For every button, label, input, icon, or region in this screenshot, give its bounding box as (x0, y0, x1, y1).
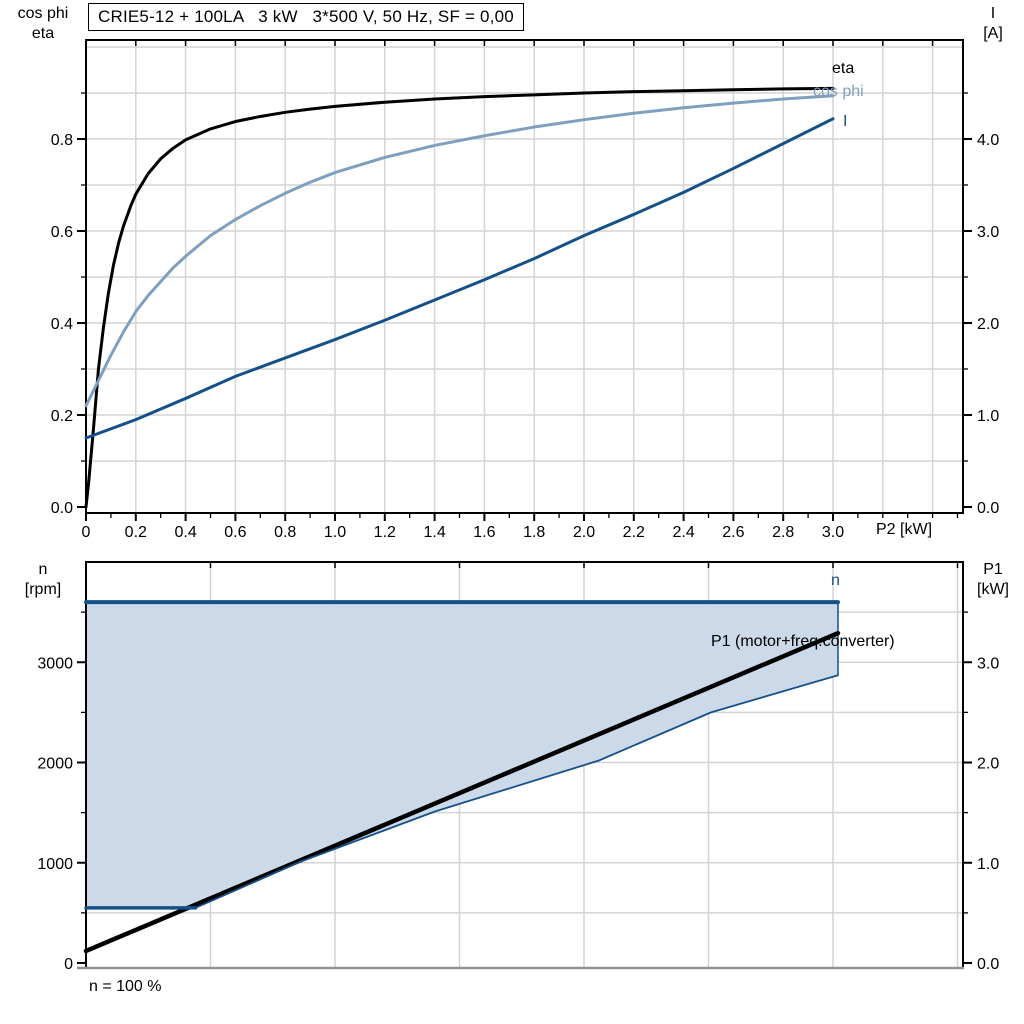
x-tick-label: 1.2 (374, 524, 396, 541)
p1-curve-label: P1 (motor+freq.converter) (711, 633, 895, 650)
y-right-tick-label: 3.0 (977, 655, 999, 672)
x-tick-label: 1.6 (473, 524, 495, 541)
cos-phi-axis-label: cos phi (17, 5, 69, 22)
x-axis-label: P2 [kW] (876, 521, 933, 538)
speed-curve-label: n (831, 572, 840, 589)
y-right-tick-label: 2.0 (977, 756, 999, 773)
speed-axis-label: n (38, 561, 48, 578)
x-tick-label: 2.4 (672, 524, 694, 541)
x-tick-label: 0.8 (274, 524, 296, 541)
x-tick-label: 1.8 (523, 524, 545, 541)
x-tick-label: 0.6 (224, 524, 246, 541)
y-right-tick-label: 0.0 (977, 500, 999, 517)
speed-unit-label: [rpm] (24, 581, 62, 598)
x-tick-label: 2.2 (623, 524, 645, 541)
y-left-tick-label: 0.8 (51, 132, 73, 149)
curve-current-I (84, 117, 835, 440)
y-right-tick-label: 1.0 (977, 408, 999, 425)
x-tick-label: 1.0 (324, 524, 346, 541)
curve-p1-lower-bound (194, 674, 839, 909)
top-left-axis-label: cos phi eta (0, 4, 86, 44)
curve-p1-total (83, 630, 841, 954)
y-left-tick-label: 0 (64, 956, 73, 973)
current-unit-label: [A] (983, 25, 1003, 42)
y-left-tick-label: 3000 (37, 655, 73, 672)
y-left-tick-label: 0.2 (51, 408, 73, 425)
operating-range-area (86, 602, 838, 908)
x-tick-label: 2.0 (573, 524, 595, 541)
x-tick-label: 2.6 (722, 524, 744, 541)
curve-eta (84, 86, 835, 509)
y-right-tick-label: 4.0 (977, 132, 999, 149)
current-curve-label: I (843, 113, 848, 130)
eta-curve-label: eta (832, 60, 855, 77)
x-tick-label: 1.4 (423, 524, 445, 541)
current-axis-label: I (990, 5, 996, 22)
x-tick-label: 0 (82, 524, 91, 541)
bottom-right-axis-label: P1 [kW] (963, 560, 1023, 600)
y-left-tick-label: 0.6 (51, 224, 73, 241)
cos-phi-curve-label: cos phi (813, 83, 864, 100)
bottom-left-axis-label: n [rpm] (0, 560, 86, 600)
x-tick-label: 0.4 (174, 524, 196, 541)
curve-cos-phi (84, 94, 835, 408)
y-left-tick-label: 1000 (37, 856, 73, 873)
x-tick-label: 3.0 (822, 524, 844, 541)
speed-percent-note: n = 100 % (89, 978, 162, 995)
y-right-tick-label: 1.0 (977, 856, 999, 873)
p1-unit-label: [kW] (977, 581, 1009, 598)
y-right-tick-label: 3.0 (977, 224, 999, 241)
eta-axis-label: eta (31, 25, 55, 42)
x-tick-label: 2.8 (772, 524, 794, 541)
y-left-tick-label: 0.0 (51, 500, 73, 517)
chart-title: CRIE5-12 + 100LA 3 kW 3*500 V, 50 Hz, SF… (88, 3, 524, 31)
x-tick-label: 0.2 (125, 524, 147, 541)
y-left-tick-label: 2000 (37, 756, 73, 773)
y-left-tick-label: 0.4 (51, 316, 73, 333)
y-right-tick-label: 0.0 (977, 956, 999, 973)
top-right-axis-label: I [A] (963, 4, 1023, 44)
p1-axis-label: P1 (983, 561, 1003, 578)
y-right-tick-label: 2.0 (977, 316, 999, 333)
